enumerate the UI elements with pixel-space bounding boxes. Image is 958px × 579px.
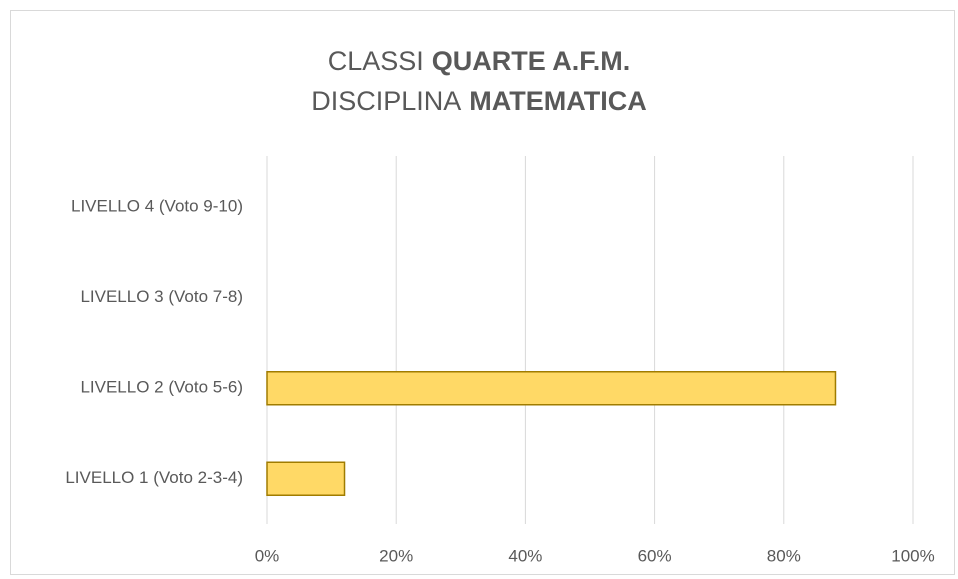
title-part-bold: QUARTE A.F.M. — [432, 46, 631, 76]
x-tick-label: 40% — [508, 546, 542, 565]
x-tick-label: 80% — [767, 546, 801, 565]
y-tick-label: LIVELLO 3 (Voto 7-8) — [80, 287, 243, 306]
x-tick-label: 20% — [379, 546, 413, 565]
chart-border — [10, 10, 955, 575]
x-tick-label: 100% — [891, 546, 934, 565]
title-part-bold: MATEMATICA — [469, 86, 646, 116]
chart-title-line1: CLASSI QUARTE A.F.M. — [328, 46, 631, 76]
y-tick-label: LIVELLO 2 (Voto 5-6) — [80, 378, 243, 397]
x-tick-label: 0% — [255, 546, 280, 565]
title-part: DISCIPLINA — [311, 86, 461, 116]
chart-title-line2: DISCIPLINA MATEMATICA — [311, 86, 647, 116]
bar — [266, 461, 346, 496]
x-tick-label: 60% — [638, 546, 672, 565]
y-tick-label: LIVELLO 1 (Voto 2-3-4) — [65, 468, 243, 487]
bar — [266, 371, 837, 406]
y-tick-label: LIVELLO 4 (Voto 9-10) — [71, 197, 243, 216]
title-part: CLASSI — [328, 46, 424, 76]
